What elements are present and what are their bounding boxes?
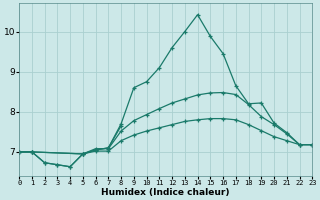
X-axis label: Humidex (Indice chaleur): Humidex (Indice chaleur)	[101, 188, 230, 197]
